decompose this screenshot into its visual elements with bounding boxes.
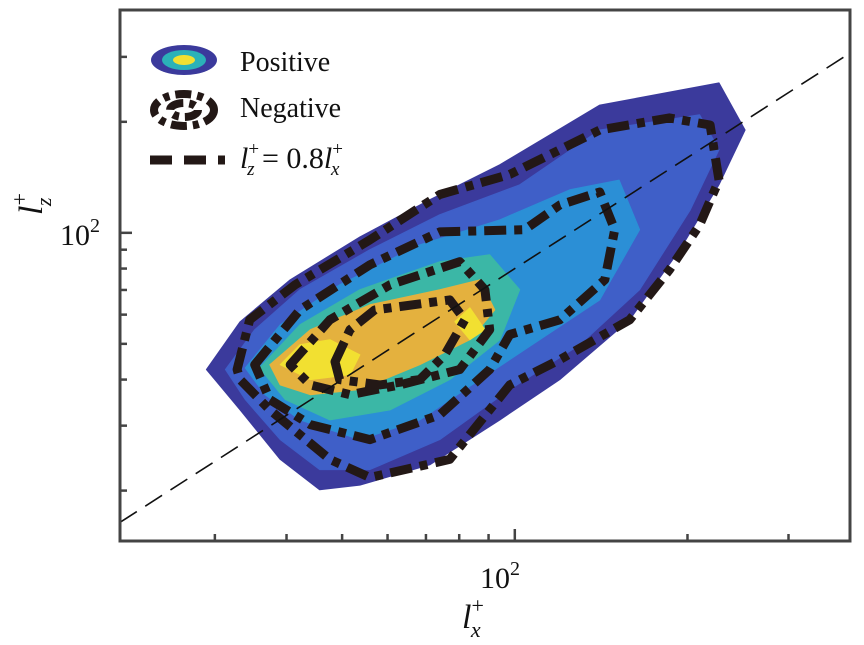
x-axis-label: l+ x bbox=[462, 593, 484, 642]
negative-contours bbox=[232, 113, 724, 482]
plot-frame bbox=[118, 8, 852, 543]
legend-negative-swatch bbox=[150, 90, 218, 130]
reference-line-group bbox=[120, 52, 850, 524]
legend-negative-label: Negative bbox=[240, 93, 341, 124]
y-tick-label-100: 102 bbox=[60, 215, 100, 252]
positive-contours bbox=[205, 82, 746, 491]
negative-contour-level-3 bbox=[285, 257, 495, 400]
legend: Positive Negative l+ z = 0.8l+ x bbox=[150, 45, 343, 180]
legend-positive-label: Positive bbox=[240, 47, 330, 78]
legend-positive-swatch bbox=[151, 45, 217, 75]
negative-contour-level-2 bbox=[250, 187, 620, 445]
y-axis-label: l+z bbox=[7, 193, 56, 215]
legend-line-label: l+ z = 0.8l+ x bbox=[240, 139, 343, 180]
reference-line bbox=[120, 52, 850, 524]
negative-contour-level-4 bbox=[330, 295, 470, 390]
x-tick-label-100: 102 bbox=[480, 558, 520, 595]
